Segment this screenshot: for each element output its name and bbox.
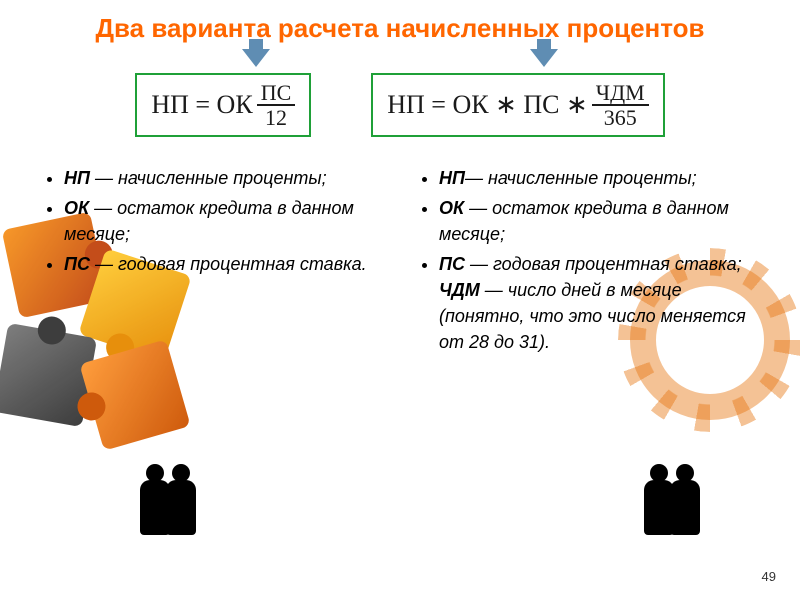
- right-column: НП— начисленные проценты; ОК — остаток к…: [415, 165, 760, 360]
- definition: — начисленные проценты;: [90, 168, 327, 188]
- arrow-down-icon: [242, 49, 270, 67]
- list-item: ОК — остаток кредита в данном месяце;: [64, 195, 385, 247]
- people-silhouette: [140, 464, 196, 540]
- formula-row: НП = ОК ПС 12 НП = ОК ∗ ПС ∗ ЧДМ 365: [0, 73, 800, 137]
- abbr: ОК: [439, 198, 464, 218]
- page-number: 49: [762, 569, 776, 584]
- fraction-num: ПС: [257, 81, 296, 106]
- definition: — число дней в месяце (понятно, что это …: [439, 280, 746, 352]
- list-item: ПС — годовая процентная ставка.: [64, 251, 385, 277]
- abbr: НП: [439, 168, 465, 188]
- left-column: НП — начисленные проценты; ОК — остаток …: [40, 165, 385, 360]
- formula-lhs: НП = ОК: [151, 90, 252, 120]
- definition: — годовая процентная ставка.: [90, 254, 367, 274]
- abbr: ЧДМ: [439, 280, 480, 300]
- definitions-columns: НП — начисленные проценты; ОК — остаток …: [0, 165, 800, 360]
- list-item: НП— начисленные проценты;: [439, 165, 760, 191]
- list-item: НП — начисленные проценты;: [64, 165, 385, 191]
- list-item: ПС — годовая процентная ставка; ЧДМ — чи…: [439, 251, 760, 355]
- definition: — остаток кредита в данном месяце;: [439, 198, 729, 244]
- fraction-den: 12: [261, 106, 291, 129]
- abbr: ОК: [64, 198, 89, 218]
- fraction: ЧДМ 365: [592, 81, 649, 129]
- formula-monthly: НП = ОК ПС 12: [135, 73, 311, 137]
- slide-title: Два варианта расчета начисленных процент…: [0, 0, 800, 53]
- list-item: ОК — остаток кредита в данном месяце;: [439, 195, 760, 247]
- abbr: ПС: [439, 254, 465, 274]
- people-silhouette: [644, 464, 700, 540]
- abbr: ПС: [64, 254, 90, 274]
- abbr: НП: [64, 168, 90, 188]
- definition: — остаток кредита в данном месяце;: [64, 198, 354, 244]
- fraction: ПС 12: [257, 81, 296, 129]
- formula-lhs: НП = ОК ∗ ПС ∗: [387, 90, 588, 120]
- definition: — начисленные проценты;: [465, 168, 697, 188]
- fraction-den: 365: [600, 106, 641, 129]
- arrow-down-icon: [530, 49, 558, 67]
- down-arrows: [0, 49, 800, 67]
- definition: — годовая процентная ставка;: [465, 254, 742, 274]
- formula-daily: НП = ОК ∗ ПС ∗ ЧДМ 365: [371, 73, 664, 137]
- fraction-num: ЧДМ: [592, 81, 649, 106]
